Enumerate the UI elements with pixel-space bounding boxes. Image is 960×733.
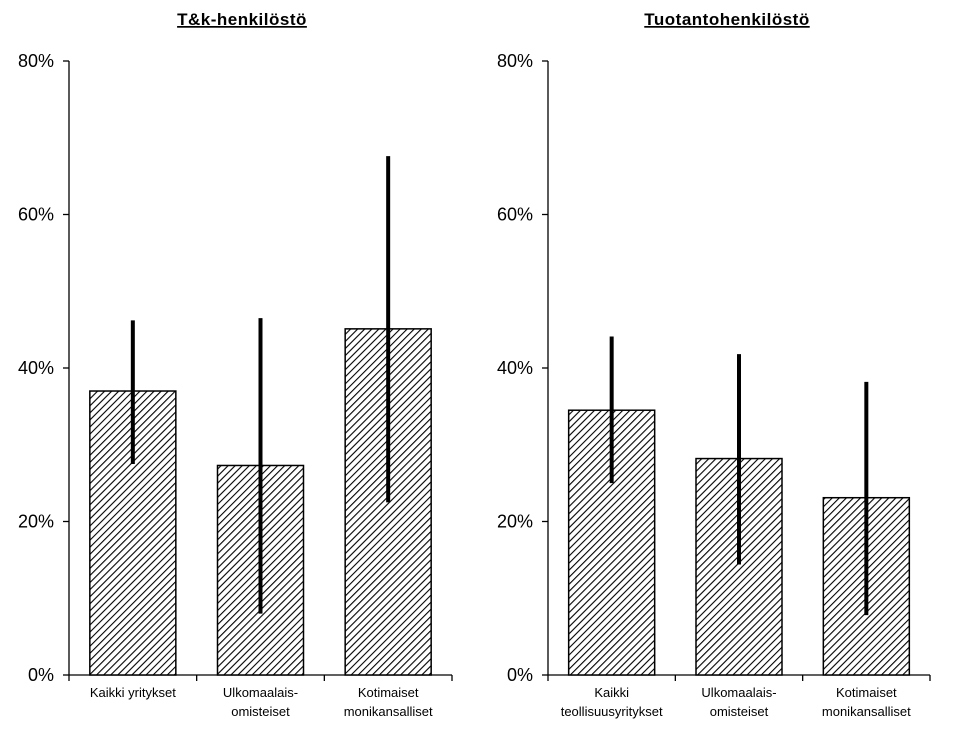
category-label: Kotimaiset [836, 685, 897, 700]
chart-title: T&k-henkilöstö [177, 10, 307, 29]
y-tick-label: 80% [18, 51, 54, 71]
category-label: Ulkomaalais- [701, 685, 776, 700]
category-label: teollisuusyritykset [561, 704, 663, 719]
category-label: omisteiset [710, 704, 769, 719]
y-tick-label: 20% [497, 512, 533, 532]
y-tick-label: 80% [497, 51, 533, 71]
category-label: omisteiset [231, 704, 290, 719]
category-label: Ulkomaalais- [223, 685, 298, 700]
category-label: Kotimaiset [358, 685, 419, 700]
chart-title: Tuotantohenkilöstö [644, 10, 809, 29]
y-tick-label: 60% [18, 205, 54, 225]
category-label: Kaikki yritykset [90, 685, 176, 700]
category-label: Kaikki [594, 685, 629, 700]
y-tick-label: 0% [507, 665, 533, 685]
y-tick-label: 0% [28, 665, 54, 685]
category-label: monikansalliset [344, 704, 433, 719]
y-tick-label: 20% [18, 512, 54, 532]
category-label: monikansalliset [822, 704, 911, 719]
y-tick-label: 40% [18, 358, 54, 378]
y-tick-label: 60% [497, 205, 533, 225]
y-tick-label: 40% [497, 358, 533, 378]
